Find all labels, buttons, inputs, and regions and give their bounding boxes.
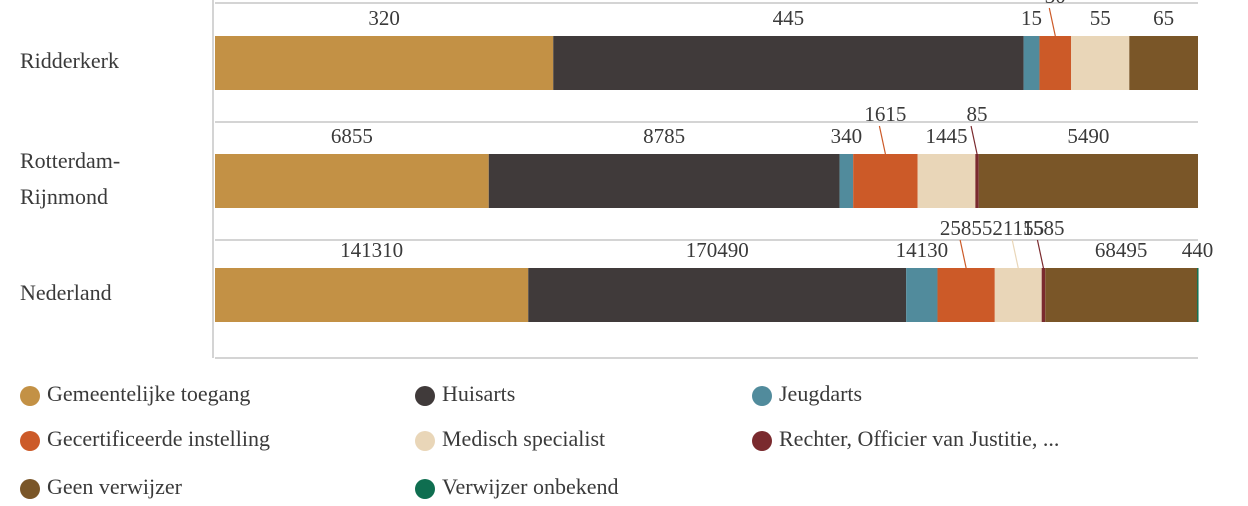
data-label: 440 [1182,238,1214,262]
bar-segment [215,36,554,90]
leader-line [959,239,967,269]
bar-segment [528,268,907,322]
data-label: 1585 [1022,216,1064,240]
bar-segment [215,154,489,208]
data-label: 1615 [864,102,906,126]
bar-segment [994,268,1042,322]
category-label: Nederland [20,280,112,305]
bar-segment [1041,268,1046,322]
legend-label: Geen verwijzer [47,474,183,499]
legend-label: Gemeentelijke toegang [47,381,250,406]
bar-segment [553,36,1024,90]
legend-label: Rechter, Officier van Justitie, ... [779,426,1059,451]
leader-line [878,125,886,155]
data-label: 141310 [340,238,403,262]
bar-segment [488,154,840,208]
bar-segment [215,268,529,322]
legend-swatch [752,386,772,406]
bar-segment [839,154,854,208]
data-label: 65 [1153,6,1174,30]
bar-segment [1039,36,1072,90]
legend-swatch [415,479,435,499]
data-label: 14130 [896,238,949,262]
legend-label: Huisarts [442,381,515,406]
bar-segment [1071,36,1130,90]
legend-label: Gecertificeerde instelling [47,426,270,451]
legend-swatch [20,386,40,406]
legend-label: Medisch specialist [442,426,605,451]
data-label: 15 [1021,6,1042,30]
leader-line [970,125,978,155]
data-label: 320 [368,6,400,30]
data-label: 5490 [1067,124,1109,148]
legend-swatch [415,431,435,451]
bar-segment [1023,36,1040,90]
legend-swatch [752,431,772,451]
data-label: 25855 [940,216,993,240]
legend-label: Jeugdarts [779,381,862,406]
data-label: 55 [1090,6,1111,30]
legend-label: Verwijzer onbekend [442,474,619,499]
bar-segment [978,154,1198,208]
data-label: 170490 [686,238,749,262]
legend-swatch [20,431,40,451]
bar-segment [975,154,979,208]
bar-segment [1197,268,1199,322]
bar-segment [937,268,995,322]
data-label: 1445 [926,124,968,148]
data-label: 30 [1045,0,1066,8]
legend-swatch [20,479,40,499]
data-label: 85 [967,102,988,126]
legend-swatch [415,386,435,406]
data-label: 445 [773,6,805,30]
leader-line [1048,7,1056,37]
bar-segment [1045,268,1198,322]
category-label: Rotterdam-Rijnmond [20,148,120,209]
data-label: 340 [831,124,863,148]
leader-line [1036,239,1045,269]
data-label: 8785 [643,124,685,148]
leader-line [1011,239,1019,269]
bar-segment [1129,36,1198,90]
category-label: Ridderkerk [20,48,119,73]
bar-segment [853,154,918,208]
bar-segment [906,268,938,322]
data-label: 21155 [992,216,1044,240]
bar-segment [917,154,976,208]
data-label: 6855 [331,124,373,148]
data-label: 68495 [1095,238,1148,262]
